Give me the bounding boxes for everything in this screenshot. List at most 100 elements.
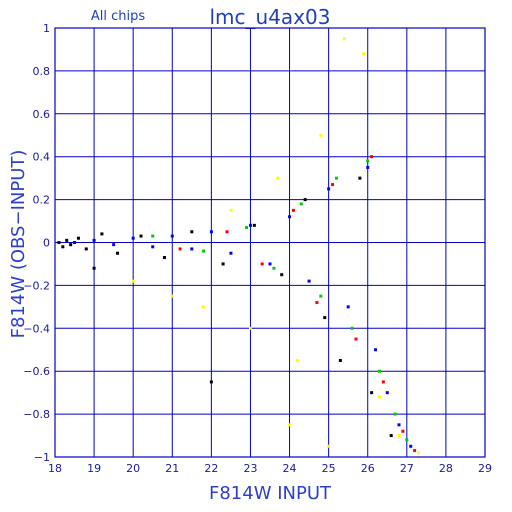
data-point [288,215,292,219]
data-points [57,37,421,455]
data-point [307,279,311,283]
data-point [374,348,378,352]
x-axis-label: F814W INPUT [209,483,332,504]
data-point [209,230,213,234]
data-point [370,391,374,395]
data-point [190,247,194,251]
grid-lines [54,27,486,458]
data-point [112,243,116,247]
data-point [354,337,358,341]
data-point [405,438,409,442]
data-point [370,155,374,159]
data-point [57,241,61,244]
data-point [291,208,295,212]
data-point [303,198,307,202]
data-point [397,423,401,427]
data-point [401,429,405,433]
data-point [338,358,342,362]
data-point [358,176,362,180]
data-point [202,305,206,309]
data-point [377,369,381,373]
plot-frame [54,27,486,458]
data-point [229,208,233,212]
data-point [73,241,77,244]
data-point [276,176,280,180]
y-tick-label: 1 [43,22,50,35]
y-axis-label: F814W (OBS−INPUT) [8,150,29,339]
data-point [116,251,120,255]
data-point [202,249,206,253]
data-point [319,133,323,137]
data-point [381,380,385,384]
data-point [131,279,135,283]
y-tick-label: −0.2 [23,279,50,292]
data-point [389,434,393,438]
data-point [100,232,104,236]
data-point [65,238,69,242]
data-point [84,247,88,251]
data-point [151,234,155,238]
data-point [315,301,319,305]
data-point [331,183,335,187]
data-point [92,238,96,242]
data-point [272,266,276,270]
data-point [417,451,421,455]
data-point [76,236,80,240]
data-point [334,176,338,180]
x-tick-label: 19 [87,462,101,475]
y-tick-label: 0.6 [33,108,51,121]
x-tick-label: 22 [204,462,218,475]
data-point [323,316,327,320]
data-point [61,245,65,249]
data-point [319,294,323,298]
data-point [190,230,194,234]
x-tick-label: 20 [126,462,140,475]
data-point [295,358,299,362]
x-tick-label: 29 [478,462,492,475]
y-tick-labels: 1 0.8 0.6 0.4 0.2 0 −0.2 −0.4 −0.6 −0.8 −1 [23,22,50,464]
data-point [221,262,225,266]
data-point [362,52,366,56]
y-tick-label: 0.2 [33,194,51,207]
x-tick-label: 24 [283,462,297,475]
data-point [245,225,249,229]
y-tick-label: 0 [43,237,50,250]
x-tick-label: 28 [439,462,453,475]
data-point [385,391,389,395]
data-point [327,444,331,448]
chart-subtitle: All chips [91,9,145,24]
x-tick-label: 23 [243,462,257,475]
data-point [413,449,417,453]
y-tick-label: −0.6 [23,365,50,378]
data-point [69,243,73,247]
y-tick-label: −0.8 [23,408,50,421]
data-point [260,262,264,266]
data-point [225,230,229,234]
data-point [377,395,381,399]
y-tick-label: −0.4 [23,322,50,335]
data-point [280,273,284,277]
data-point [409,444,413,448]
x-tick-label: 26 [361,462,375,475]
x-tick-label: 27 [400,462,414,475]
x-tick-label: 25 [322,462,336,475]
data-point [209,380,213,384]
data-point [366,159,370,163]
data-point [366,165,370,169]
data-point [170,234,174,238]
data-point [299,202,303,206]
y-tick-label: 0.4 [33,151,51,164]
data-point [170,294,174,298]
data-point [342,37,346,41]
data-point [92,266,96,270]
data-point [268,262,272,266]
y-tick-label: 0.8 [33,65,51,78]
y-tick-label: −1 [34,451,50,464]
data-point [178,247,182,251]
data-point [131,236,135,240]
data-point [397,434,401,438]
data-point [252,223,256,227]
data-point [229,251,233,255]
data-point [327,187,331,191]
